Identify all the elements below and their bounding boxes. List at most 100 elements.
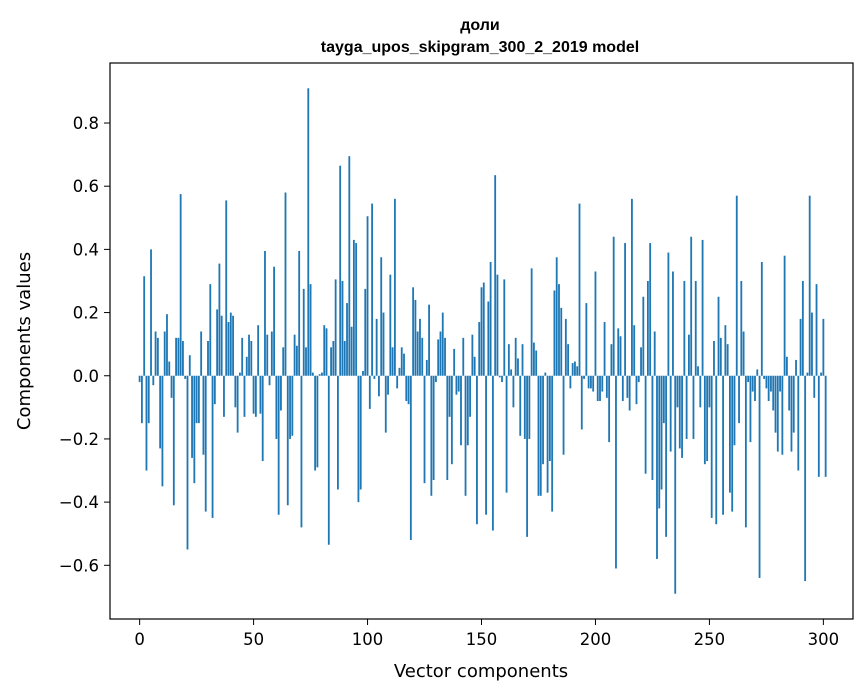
bar xyxy=(631,198,633,376)
bar xyxy=(482,282,485,376)
x-tick-label: 200 xyxy=(580,630,612,649)
bar xyxy=(156,337,159,376)
bar xyxy=(569,375,572,389)
bar xyxy=(676,375,679,408)
bar xyxy=(243,375,246,417)
bar xyxy=(471,334,474,376)
bar xyxy=(229,312,232,376)
bar xyxy=(309,284,312,376)
bar xyxy=(220,315,223,376)
bar xyxy=(323,325,326,376)
bar xyxy=(473,356,476,376)
bar xyxy=(396,375,399,389)
bar xyxy=(186,375,189,550)
bar xyxy=(428,304,430,376)
bar xyxy=(143,276,146,376)
bar xyxy=(731,375,734,512)
bar xyxy=(373,375,376,379)
bar xyxy=(603,322,606,376)
bar xyxy=(542,375,544,465)
bar xyxy=(628,375,631,411)
chart-subtitle: tayga_upos_skipgram_300_2_2019 model xyxy=(321,39,639,56)
bar xyxy=(455,375,458,395)
bar xyxy=(815,284,818,376)
bar xyxy=(277,375,280,515)
x-tick-label: 150 xyxy=(466,630,498,649)
bar xyxy=(476,375,478,525)
bar xyxy=(298,250,301,376)
bar xyxy=(564,318,567,376)
bar xyxy=(223,375,225,417)
bar xyxy=(649,243,652,376)
bar xyxy=(159,375,162,449)
bar xyxy=(239,372,241,376)
bar xyxy=(245,356,248,376)
bar xyxy=(558,284,560,376)
bar xyxy=(776,375,779,452)
bar xyxy=(170,375,173,398)
bar xyxy=(491,375,494,531)
bar xyxy=(145,375,148,471)
bar xyxy=(719,337,722,376)
x-tick-label: 250 xyxy=(694,630,726,649)
bar xyxy=(747,375,750,383)
bar xyxy=(453,348,456,376)
bar xyxy=(621,375,624,402)
bar xyxy=(268,375,271,386)
bar xyxy=(398,367,401,376)
y-axis-ticks: −0.6 −0.4 −0.2 0.0 0.2 0.4 0.6 0.8 xyxy=(59,114,110,575)
bar xyxy=(505,375,508,493)
bar xyxy=(783,255,786,376)
bar xyxy=(414,299,417,376)
bar xyxy=(662,375,665,424)
bar xyxy=(293,334,296,376)
bar xyxy=(617,328,620,376)
bar xyxy=(596,375,599,402)
bar xyxy=(562,375,565,455)
bar xyxy=(403,353,405,376)
x-tick-label: 50 xyxy=(243,630,264,649)
bar xyxy=(503,279,506,376)
bar xyxy=(790,375,793,452)
bar xyxy=(441,312,444,376)
bar xyxy=(460,375,462,446)
bar xyxy=(669,375,672,452)
bar xyxy=(555,257,558,376)
bar xyxy=(234,375,237,408)
bar xyxy=(763,375,766,379)
bar xyxy=(439,331,442,376)
bar xyxy=(407,375,410,405)
bar xyxy=(362,371,364,376)
bar xyxy=(184,375,187,379)
bar xyxy=(530,268,533,376)
bar xyxy=(316,375,319,468)
bar xyxy=(259,375,262,414)
bar xyxy=(510,369,513,376)
bar xyxy=(526,375,528,537)
bar xyxy=(523,375,526,439)
bar xyxy=(284,192,287,376)
bar xyxy=(141,375,143,424)
bar xyxy=(446,375,449,480)
bar xyxy=(553,290,556,376)
bar xyxy=(567,344,570,376)
bar xyxy=(749,375,752,443)
bar xyxy=(346,303,348,376)
bar xyxy=(480,287,483,376)
bar xyxy=(624,243,626,376)
bar xyxy=(608,375,611,443)
y-tick-label: −0.6 xyxy=(59,556,99,575)
bar xyxy=(457,375,460,392)
bar xyxy=(546,375,549,493)
bar xyxy=(756,369,759,376)
bar xyxy=(576,366,579,376)
bar xyxy=(241,337,244,376)
bar xyxy=(302,288,305,376)
bar xyxy=(656,375,658,559)
bar xyxy=(250,341,253,376)
bar xyxy=(270,331,273,376)
bar xyxy=(690,236,693,376)
bar xyxy=(197,375,200,424)
bar xyxy=(694,280,697,376)
bar xyxy=(489,262,492,376)
